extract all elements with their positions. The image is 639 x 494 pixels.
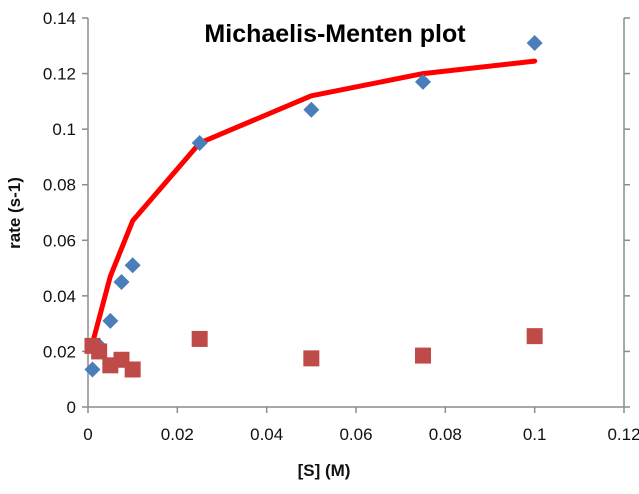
y-tick-label: 0.1 — [52, 120, 76, 139]
chart-title: Michaelis-Menten plot — [204, 20, 466, 48]
y-axis-title: rate (s-1) — [5, 177, 24, 249]
y-tick-label: 0.04 — [43, 287, 76, 306]
diamond-data-point — [84, 361, 101, 378]
fit-curve-line — [90, 58, 538, 346]
axes: 0 0.02 0.04 0.06 0.08 0.1 0.12 0.14 0 0.02 0.04 0.0… — [43, 9, 639, 444]
diamond-data-point — [124, 257, 141, 274]
y-tick-label: 0.08 — [43, 176, 76, 195]
square-data-point — [191, 330, 208, 347]
square-data-point — [526, 328, 543, 345]
x-tick-label: 0.1 — [523, 425, 547, 444]
x-tick-label: 0.02 — [161, 425, 194, 444]
diamond-data-point — [526, 35, 543, 52]
diamond-data-point — [303, 101, 320, 118]
diamond-data-point — [113, 273, 130, 290]
y-tick-label: 0.12 — [43, 65, 76, 84]
x-tick-label: 0.12 — [607, 425, 639, 444]
y-tick-label: 0 — [67, 398, 76, 417]
x-axis-title: [S] (M) — [298, 461, 351, 480]
plot-area — [84, 35, 543, 378]
x-tick-label: 0.06 — [339, 425, 372, 444]
diamond-data-point — [191, 135, 208, 152]
diamond-data-point — [102, 312, 119, 329]
y-tick-label: 0.02 — [43, 342, 76, 361]
square-data-point — [415, 347, 431, 364]
x-tick-label: 0 — [83, 425, 92, 444]
square-data-point — [124, 361, 141, 378]
x-tick-label: 0.04 — [250, 425, 283, 444]
square-data-point — [303, 350, 320, 367]
square-data-point — [91, 343, 108, 360]
y-tick-label: 0.14 — [43, 9, 76, 28]
diamond-data-point — [415, 73, 431, 90]
x-tick-label: 0.08 — [429, 425, 462, 444]
y-tick-label: 0.06 — [43, 231, 76, 250]
